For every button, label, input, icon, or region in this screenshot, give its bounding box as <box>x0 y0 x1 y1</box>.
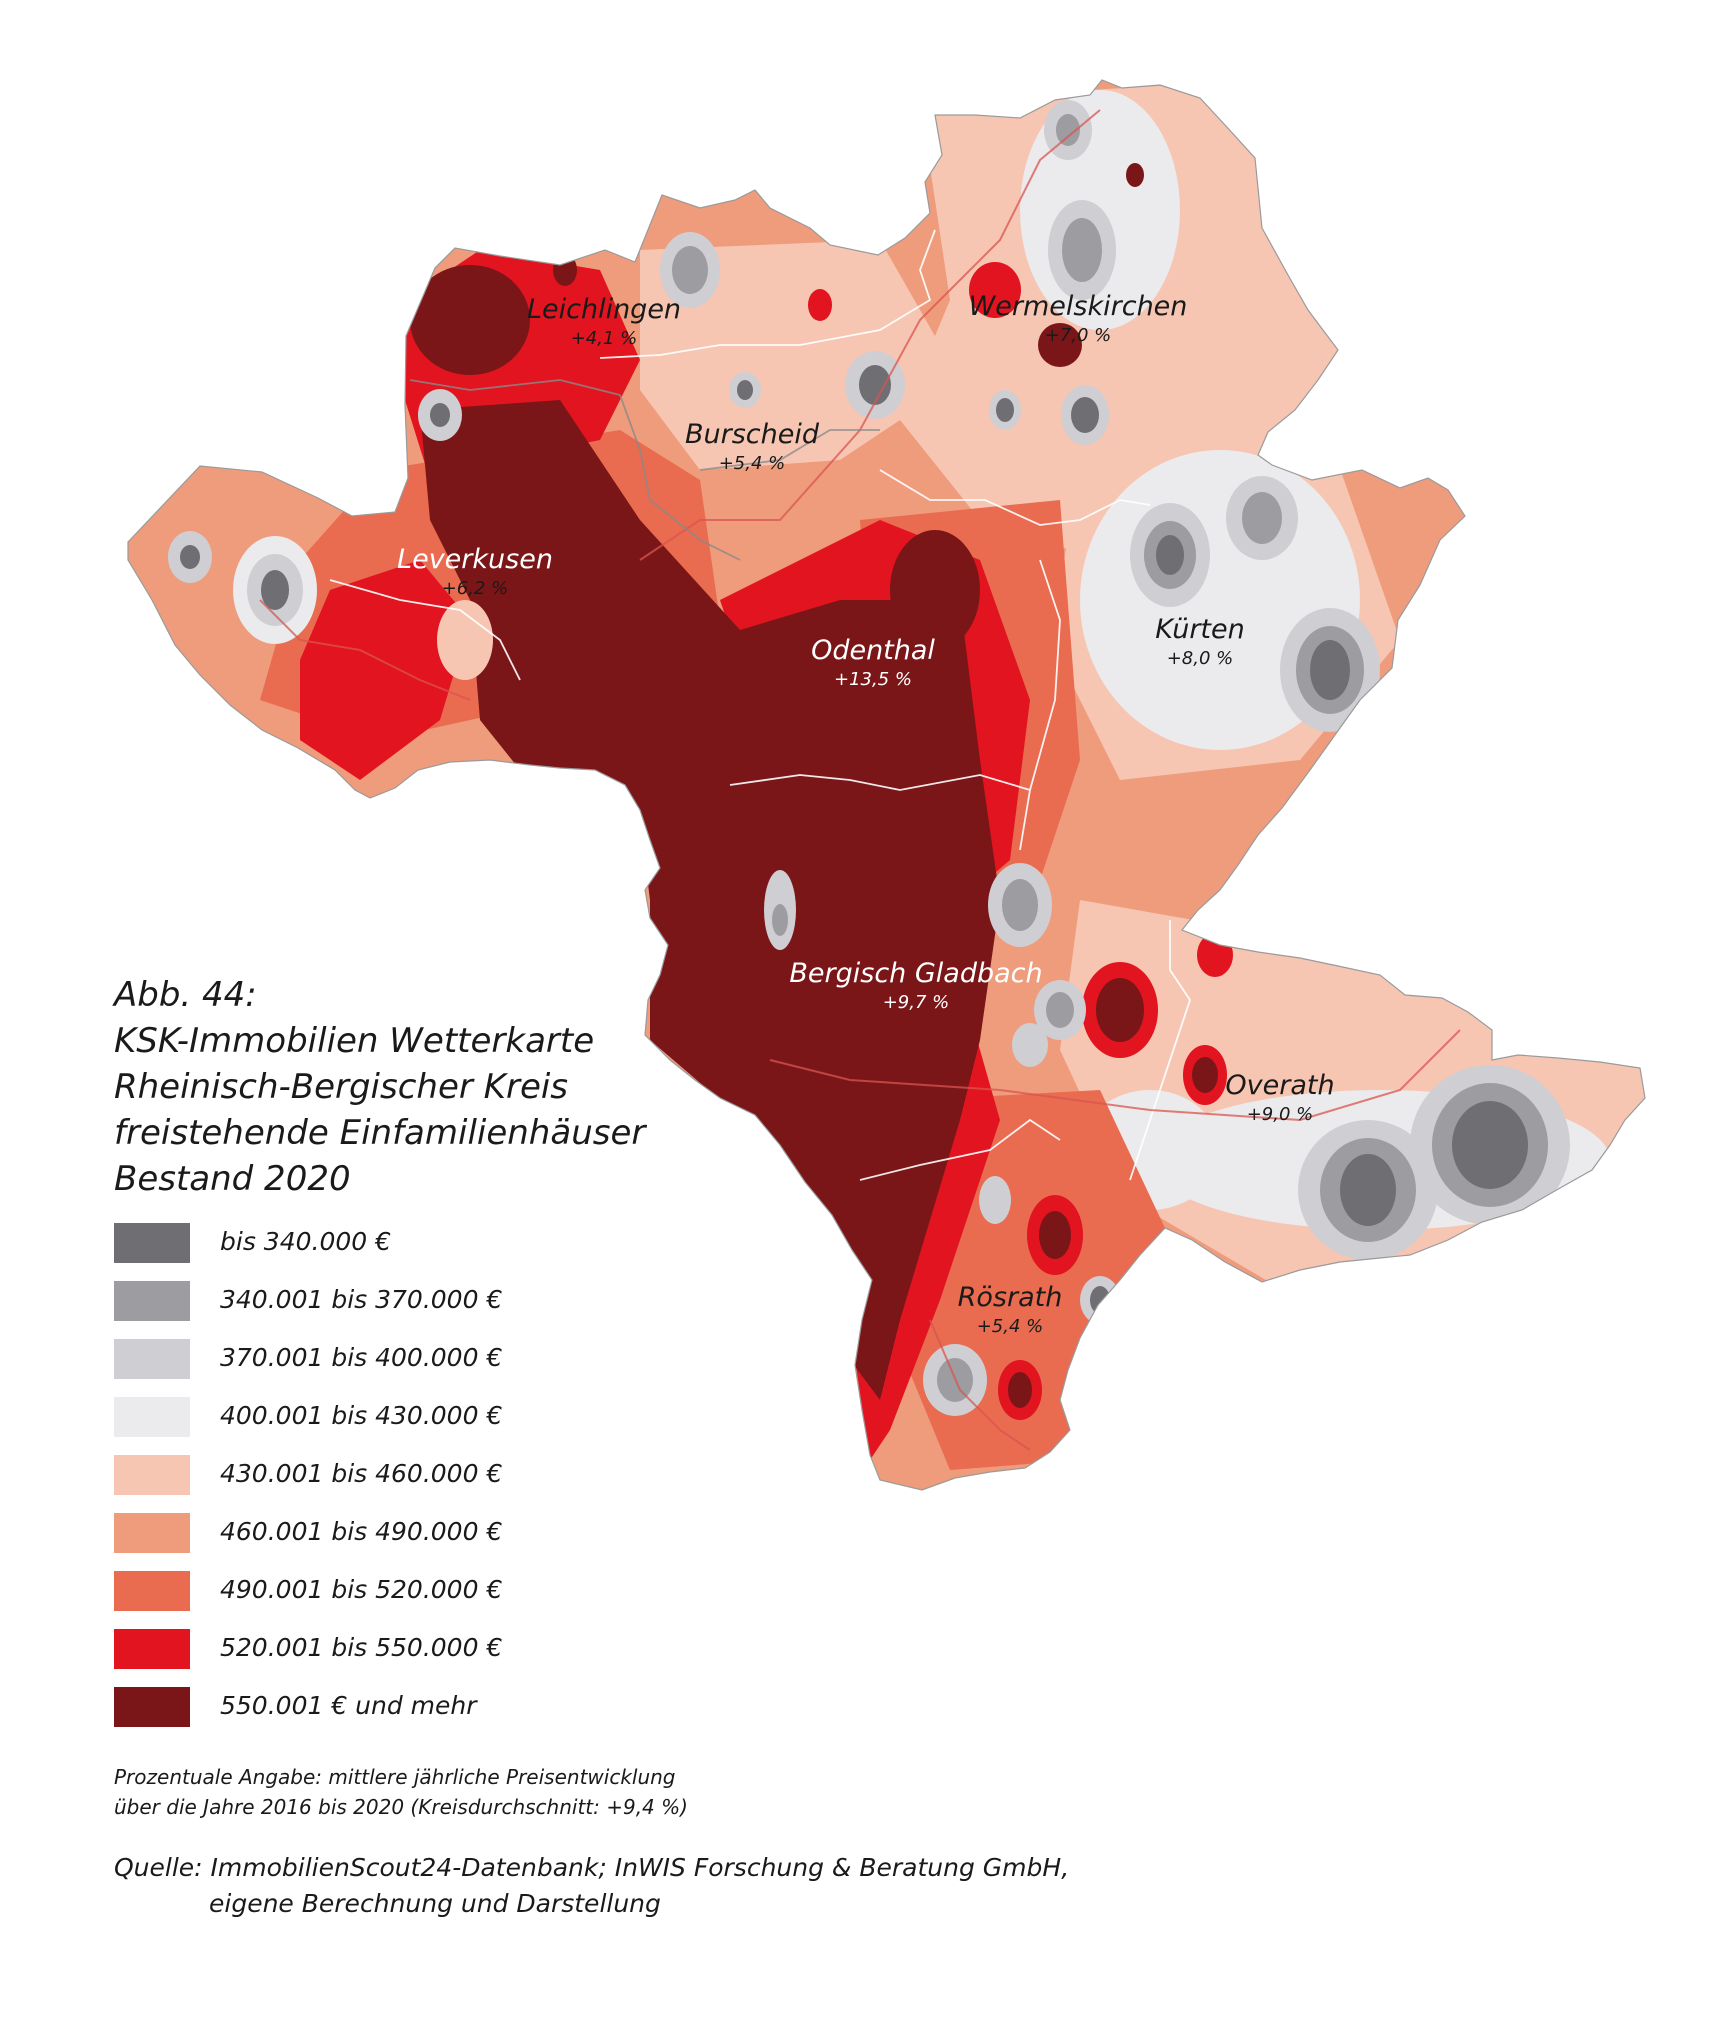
road-line <box>929 1319 1031 1451</box>
municipal-boundaries <box>329 229 1191 1181</box>
town-label-burscheid: Burscheid <box>685 419 820 450</box>
cluster-burscheid <box>660 232 905 419</box>
legend-swatch <box>114 1687 190 1727</box>
source-note: Quelle: ImmobilienScout24-Datenbank; InW… <box>114 1850 1114 1922</box>
motorways <box>409 379 880 561</box>
hotspot-darkred <box>1039 1211 1071 1259</box>
legend-swatch <box>114 1281 190 1321</box>
legend-label: 400.001 bis 430.000 € <box>220 1401 503 1430</box>
place-labels: Leichlingen +4,1 % Wermelskirchen +7,0 %… <box>397 291 1335 1337</box>
legend-label: 490.001 bis 520.000 € <box>220 1575 503 1604</box>
cluster-leverkusen-west <box>168 389 493 680</box>
main-roads <box>259 109 1461 1451</box>
boundary-line <box>599 229 936 359</box>
legend-item: 400.001 bis 430.000 € <box>114 1397 754 1437</box>
legend-swatch <box>114 1397 190 1437</box>
motorway-line <box>409 379 741 561</box>
source-line: eigene Berechnung und Darstellung <box>209 1889 661 1918</box>
town-label-odenthal: Odenthal <box>811 635 935 666</box>
road-line <box>769 1029 1461 1122</box>
source-line: Quelle: ImmobilienScout24-Datenbank; InW… <box>114 1853 1070 1882</box>
town-change-leverkusen: +6,2 % <box>442 578 509 599</box>
road-line <box>639 109 1101 561</box>
legend-item: 430.001 bis 460.000 € <box>114 1455 754 1495</box>
cluster-bergisch-gladbach <box>764 863 1086 1067</box>
footnote-line: über die Jahre 2016 bis 2020 (Kreisdurch… <box>114 1795 688 1819</box>
boundary-line <box>1129 920 1191 1181</box>
cluster-kurten-north <box>1130 476 1298 607</box>
legend-swatch <box>114 1513 190 1553</box>
legend-item: 460.001 bis 490.000 € <box>114 1513 754 1553</box>
boundary-line <box>329 579 521 681</box>
legend-item: 550.001 € und mehr <box>114 1687 754 1727</box>
hotspot-darkred <box>1192 1057 1218 1093</box>
town-change-overath: +9,0 % <box>1247 1104 1314 1125</box>
hotspot-red <box>1197 933 1233 977</box>
town-label-leverkusen: Leverkusen <box>397 544 553 575</box>
low-price-clusters <box>168 100 1570 1416</box>
road-line <box>259 599 471 701</box>
town-change-wermelskirchen: +7,0 % <box>1045 325 1112 346</box>
boundary-line <box>729 774 1031 791</box>
figure-title-line: Abb. 44: <box>114 975 257 1015</box>
legend-item: 340.001 bis 370.000 € <box>114 1281 754 1321</box>
legend-swatch <box>114 1629 190 1669</box>
cluster-wermelskirchen <box>989 100 1116 445</box>
legend-label: 430.001 bis 460.000 € <box>220 1459 503 1488</box>
hotspot-darkred <box>553 254 577 286</box>
footnote-line: Prozentuale Angabe: mittlere jährliche P… <box>114 1765 676 1789</box>
legend-label: bis 340.000 € <box>220 1227 392 1256</box>
cluster-kurten-east <box>1280 608 1380 732</box>
legend-item: 490.001 bis 520.000 € <box>114 1571 754 1611</box>
legend-item: bis 340.000 € <box>114 1223 754 1263</box>
town-label-bergisch-gladbach: Bergisch Gladbach <box>789 958 1042 989</box>
legend-label: 370.001 bis 400.000 € <box>220 1343 503 1372</box>
cluster-overath-east <box>1410 1065 1570 1225</box>
legend-label: 460.001 bis 490.000 € <box>220 1517 503 1546</box>
legend-swatch <box>114 1571 190 1611</box>
town-label-rosrath: Rösrath <box>958 1282 1063 1313</box>
town-change-leichlingen: +4,1 % <box>571 328 638 349</box>
footnote: Prozentuale Angabe: mittlere jährliche P… <box>114 1762 1014 1822</box>
zone-darkred-odenthal-north <box>890 530 980 650</box>
town-change-kurten: +8,0 % <box>1167 648 1234 669</box>
hotspot-darkred <box>1096 978 1144 1042</box>
zone-darkred-leichlingen <box>410 265 530 375</box>
hotspot-darkred <box>1038 323 1082 367</box>
figure-title-line: KSK-Immobilien Wetterkarte <box>114 1021 595 1061</box>
boundary-line <box>879 469 1151 526</box>
figure-title-line: Rheinisch-Bergischer Kreis <box>114 1067 569 1107</box>
legend-label: 340.001 bis 370.000 € <box>220 1285 503 1314</box>
town-label-kurten: Kürten <box>1155 614 1245 645</box>
figure-title: Abb. 44: KSK-Immobilien Wetterkarte Rhei… <box>114 972 814 1202</box>
town-change-odenthal: +13,5 % <box>834 669 912 690</box>
legend-swatch <box>114 1223 190 1263</box>
hotspot-red <box>808 289 832 321</box>
hotspot-darkred <box>1008 1372 1032 1408</box>
legend-label: 550.001 € und mehr <box>220 1691 477 1720</box>
town-change-rosrath: +5,4 % <box>977 1316 1044 1337</box>
boundary-line <box>859 1118 1061 1181</box>
figure-title-line: Bestand 2020 <box>114 1159 351 1199</box>
town-label-wermelskirchen: Wermelskirchen <box>969 291 1188 322</box>
boundary-line <box>1019 559 1061 851</box>
figure-title-line: freistehende Einfamilienhäuser <box>114 1113 646 1153</box>
legend-item: 370.001 bis 400.000 € <box>114 1339 754 1379</box>
hotspot-red <box>969 262 1021 318</box>
zone-red-leverkusen <box>300 560 470 780</box>
town-label-overath: Overath <box>1225 1070 1334 1101</box>
town-change-burscheid: +5,4 % <box>719 453 786 474</box>
cluster-overath-centre <box>1298 1120 1438 1260</box>
legend-item: 520.001 bis 550.000 € <box>114 1629 754 1669</box>
legend-swatch <box>114 1339 190 1379</box>
motorway-line <box>699 429 880 471</box>
town-change-bergisch-gladbach: +9,7 % <box>883 992 950 1013</box>
zone-darkred-core <box>420 400 1000 1400</box>
legend-swatch <box>114 1455 190 1495</box>
town-label-leichlingen: Leichlingen <box>527 294 681 325</box>
legend-label: 520.001 bis 550.000 € <box>220 1633 503 1662</box>
hotspot-darkred <box>1126 163 1144 187</box>
